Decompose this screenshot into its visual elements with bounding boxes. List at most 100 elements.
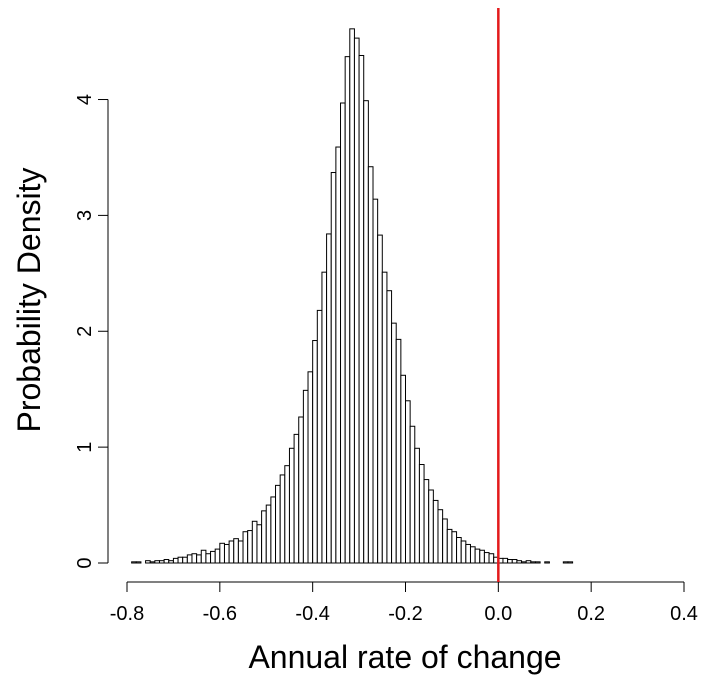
histogram-bar bbox=[256, 524, 263, 564]
histogram-bar bbox=[321, 271, 328, 564]
histogram-bar bbox=[460, 540, 467, 564]
histogram-bar bbox=[534, 561, 541, 564]
histogram-bar bbox=[474, 548, 481, 564]
y-tick-label: 3 bbox=[74, 210, 96, 221]
histogram-bar bbox=[158, 560, 165, 564]
histogram-bar bbox=[163, 559, 170, 564]
histogram-bar bbox=[423, 479, 430, 564]
histogram-bar bbox=[400, 374, 406, 564]
histogram-bar bbox=[446, 528, 453, 564]
histogram-bar bbox=[298, 416, 304, 564]
histogram-bar bbox=[488, 553, 495, 564]
histogram-bar bbox=[154, 560, 160, 564]
histogram-bar bbox=[562, 561, 569, 564]
histogram-bar bbox=[330, 172, 337, 564]
histogram-bar bbox=[516, 560, 523, 564]
histogram-bar bbox=[530, 561, 536, 564]
y-tick-label: 2 bbox=[74, 326, 96, 337]
x-tick-label: -0.2 bbox=[388, 603, 422, 625]
histogram-bar bbox=[391, 322, 397, 564]
histogram-bar bbox=[275, 484, 281, 564]
histogram-bar bbox=[525, 560, 532, 564]
histogram-bar bbox=[483, 552, 490, 564]
histogram-bar bbox=[316, 309, 323, 564]
histogram-bar bbox=[168, 560, 174, 564]
histogram-bar bbox=[479, 549, 485, 564]
histogram-bar bbox=[418, 464, 425, 564]
histogram-bar bbox=[442, 518, 448, 564]
histogram-bar bbox=[279, 474, 286, 564]
histogram-bar bbox=[261, 510, 267, 564]
histogram-bar bbox=[251, 520, 258, 564]
histogram-bar bbox=[247, 530, 253, 564]
y-tick-label: 4 bbox=[74, 94, 96, 105]
histogram-bar bbox=[437, 509, 444, 564]
histogram-bar bbox=[451, 531, 458, 564]
histogram-bar bbox=[502, 557, 509, 564]
axes: -0.8 -0.6 -0.4 -0.2 0.0 0.2 0.4 0 1 2 3 4 bbox=[74, 94, 698, 625]
histogram-bar bbox=[335, 146, 342, 564]
histogram-bar bbox=[284, 465, 290, 564]
histogram-bar bbox=[242, 531, 249, 564]
histogram-bar bbox=[353, 37, 360, 564]
histogram-bar bbox=[131, 561, 137, 564]
histogram-bar bbox=[381, 271, 388, 564]
histogram-bar bbox=[219, 542, 225, 564]
histogram-bar bbox=[302, 389, 309, 564]
histogram-bar bbox=[465, 543, 471, 564]
histogram-bar bbox=[544, 561, 550, 564]
histogram-bar bbox=[205, 553, 212, 564]
x-tick-label: -0.8 bbox=[110, 603, 144, 625]
histogram-bar bbox=[210, 550, 216, 564]
x-tick-label: 0.4 bbox=[670, 603, 698, 625]
histogram-bar bbox=[511, 559, 518, 564]
histogram-bar bbox=[145, 560, 151, 564]
histogram-bar bbox=[414, 447, 420, 564]
histogram-bar bbox=[200, 549, 207, 564]
histogram-bar bbox=[358, 54, 365, 564]
y-tick-label: 0 bbox=[74, 557, 96, 568]
histogram-bar bbox=[521, 561, 527, 564]
histogram-bar bbox=[237, 540, 244, 564]
y-axis-label: Probability Density bbox=[11, 168, 47, 433]
histogram-bar bbox=[270, 496, 277, 564]
histogram-bar bbox=[177, 556, 184, 564]
histogram-bar bbox=[386, 290, 393, 564]
histogram-bar bbox=[507, 559, 513, 564]
histogram-bar bbox=[265, 504, 272, 564]
histogram-bar bbox=[228, 540, 235, 564]
histogram-bar bbox=[293, 433, 300, 564]
histogram-bar bbox=[372, 198, 379, 564]
histogram-bar bbox=[377, 234, 383, 564]
histogram-bar bbox=[233, 538, 239, 564]
histogram-bar bbox=[409, 425, 416, 564]
histogram-bar bbox=[149, 561, 156, 564]
x-axis-label: Annual rate of change bbox=[248, 639, 561, 675]
histogram-bar bbox=[405, 400, 411, 564]
histogram-bar bbox=[363, 100, 369, 564]
histogram-bar bbox=[186, 554, 193, 564]
x-tick-label: 0.2 bbox=[577, 603, 605, 625]
y-tick-label: 1 bbox=[74, 442, 96, 453]
histogram-bar bbox=[340, 102, 346, 564]
histogram-bar bbox=[135, 561, 142, 564]
histogram-bar bbox=[172, 557, 179, 564]
histogram-bar bbox=[196, 554, 202, 564]
histogram-bar bbox=[344, 56, 351, 564]
histogram-bar bbox=[349, 28, 355, 564]
x-tick-label: 0.0 bbox=[484, 603, 512, 625]
x-tick-label: -0.6 bbox=[203, 603, 237, 625]
histogram-bar bbox=[307, 371, 314, 564]
histogram-bar bbox=[326, 233, 332, 564]
histogram-bar bbox=[469, 546, 476, 564]
histogram-bar bbox=[428, 489, 434, 564]
histogram-bar bbox=[395, 338, 402, 564]
histogram-bar bbox=[223, 543, 230, 564]
histogram-bar bbox=[182, 556, 188, 564]
histogram-bar bbox=[432, 499, 439, 564]
histogram-bars bbox=[131, 28, 574, 564]
histogram-bar bbox=[367, 166, 374, 564]
histogram-bar bbox=[456, 537, 462, 564]
histogram-bar bbox=[567, 561, 574, 564]
x-tick-label: -0.4 bbox=[295, 603, 329, 625]
